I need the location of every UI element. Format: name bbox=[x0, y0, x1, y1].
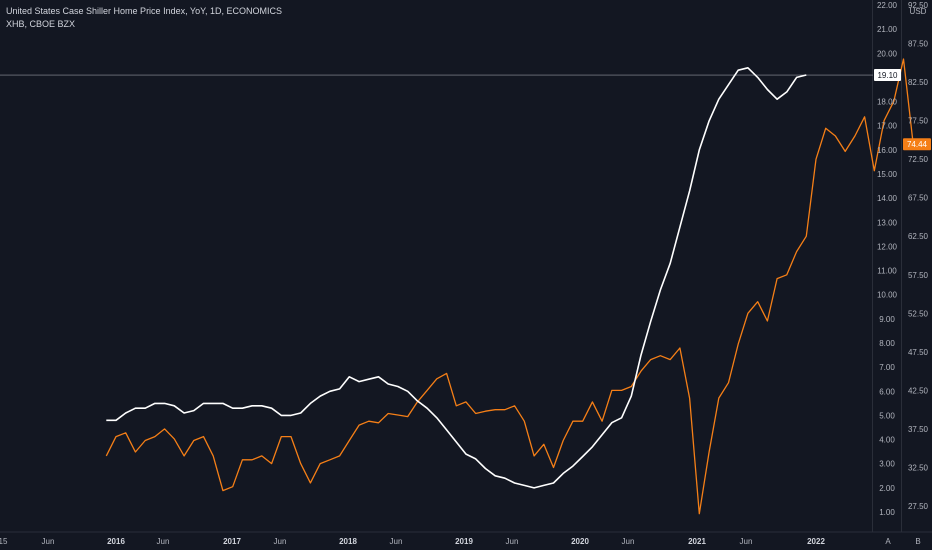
time-axis-tick: Jun bbox=[274, 537, 287, 546]
left-axis-tick: 22.00 bbox=[877, 1, 898, 10]
right-price-axis: 92.50 87.50 82.50 77.50 72.50 67.50 62.50 57.50… bbox=[908, 1, 929, 511]
right-axis-tick: 77.50 bbox=[908, 117, 929, 126]
xhb-badge bbox=[903, 138, 931, 151]
right-axis-tick: 57.50 bbox=[908, 271, 929, 280]
time-axis-tick: 2017 bbox=[223, 537, 241, 546]
left-axis-tick: 5.00 bbox=[879, 411, 895, 420]
xhb-badge-text: 74.44 bbox=[907, 140, 928, 149]
left-axis-tick: 20.00 bbox=[877, 49, 898, 58]
right-axis-tick: 82.50 bbox=[908, 78, 929, 87]
right-axis-tick: 87.50 bbox=[908, 40, 929, 49]
right-axis-tick: 62.50 bbox=[908, 232, 929, 241]
left-axis-tick: 7.00 bbox=[879, 363, 895, 372]
time-axis: 15 Jun 2016 Jun 2017 Jun 2018 Jun 2019 Jun 2020 Jun… bbox=[0, 537, 921, 546]
left-axis-tick: 14.00 bbox=[877, 194, 898, 203]
time-axis-tick: Jun bbox=[390, 537, 403, 546]
scale-toggle[interactable]: B bbox=[915, 537, 920, 546]
left-axis-tick: 2.00 bbox=[879, 484, 895, 493]
right-axis-tick: 27.50 bbox=[908, 502, 929, 511]
left-axis-tick: 12.00 bbox=[877, 242, 898, 251]
left-axis-tick: 13.00 bbox=[877, 218, 898, 227]
right-axis-tick: 92.50 bbox=[908, 1, 929, 10]
right-axis-unit: USD bbox=[910, 7, 927, 16]
left-axis-tick: 21.00 bbox=[877, 25, 898, 34]
time-axis-tick: Jun bbox=[506, 537, 519, 546]
time-axis-tick: Jun bbox=[42, 537, 55, 546]
right-axis-tick: 47.50 bbox=[908, 348, 929, 357]
left-axis-tick: 17.00 bbox=[877, 122, 898, 131]
time-axis-tick: Jun bbox=[740, 537, 753, 546]
time-axis-tick: 2021 bbox=[688, 537, 706, 546]
chart-title: United States Case Shiller Home Price In… bbox=[6, 6, 282, 16]
left-axis-tick: 18.00 bbox=[877, 98, 898, 107]
left-axis-tick: 16.00 bbox=[877, 146, 898, 155]
left-axis-tick: 9.00 bbox=[879, 315, 895, 324]
chart-grid bbox=[0, 0, 932, 533]
case-shiller-badge bbox=[874, 69, 901, 82]
left-axis-tick: 15.00 bbox=[877, 170, 898, 179]
chart-subtitle: XHB, CBOE BZX bbox=[6, 19, 76, 29]
left-axis-tick: 11.00 bbox=[877, 267, 897, 276]
case-shiller-line bbox=[106, 67, 807, 489]
time-axis-tick: 2019 bbox=[455, 537, 473, 546]
right-axis-tick: 52.50 bbox=[908, 309, 929, 318]
left-axis-tick: 6.00 bbox=[879, 387, 895, 396]
left-axis-tick: 8.00 bbox=[879, 339, 895, 348]
time-axis-tick: Jun bbox=[622, 537, 635, 546]
right-axis-tick: 72.50 bbox=[908, 155, 929, 164]
right-axis-tick: 42.50 bbox=[908, 386, 929, 395]
left-axis-tick: 4.00 bbox=[879, 436, 895, 445]
xhb-line bbox=[105, 58, 914, 515]
time-axis-tick: Jun bbox=[157, 537, 170, 546]
right-axis-tick: 67.50 bbox=[908, 194, 929, 203]
left-axis-tick: 10.00 bbox=[877, 291, 898, 300]
last-value-badges: 19.10 74.44 bbox=[874, 69, 931, 151]
time-axis-tick: 2020 bbox=[571, 537, 589, 546]
right-axis-tick: 37.50 bbox=[908, 425, 929, 434]
left-axis-tick: 1.00 bbox=[879, 508, 895, 517]
time-axis-tick: 2016 bbox=[107, 537, 125, 546]
right-axis-tick: 32.50 bbox=[908, 463, 929, 472]
time-axis-tick: 2022 bbox=[807, 537, 825, 546]
left-axis-tick: 3.00 bbox=[879, 460, 895, 469]
auto-scale-toggle[interactable]: A bbox=[885, 537, 891, 546]
time-axis-tick: 15 bbox=[0, 537, 8, 546]
case-shiller-badge-text: 19.10 bbox=[877, 71, 898, 80]
series-group bbox=[105, 58, 914, 515]
time-axis-tick: 2018 bbox=[339, 537, 357, 546]
